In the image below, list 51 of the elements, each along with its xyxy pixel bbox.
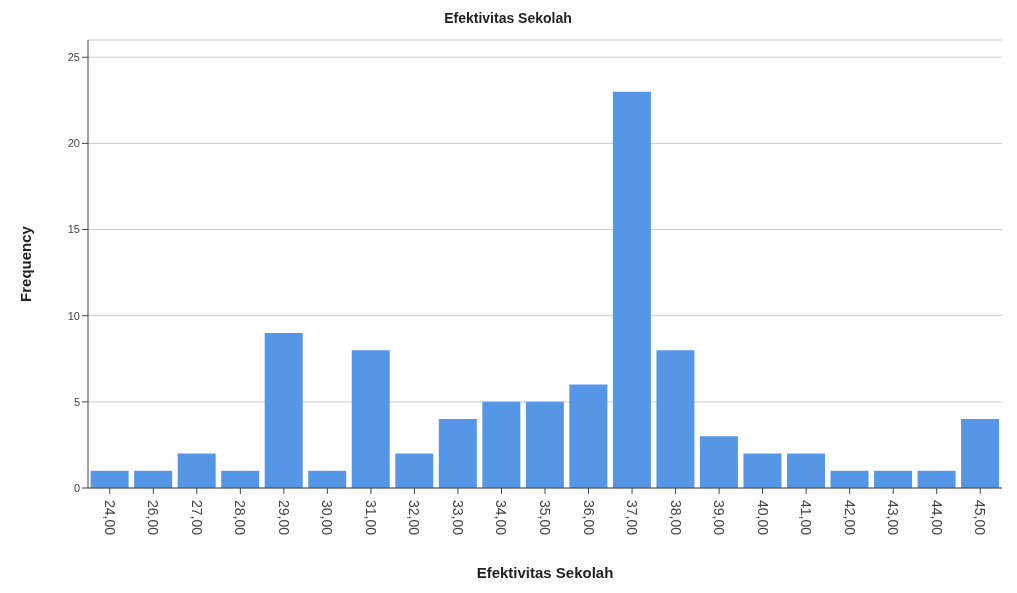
x-tick-label: 44,00 — [928, 500, 945, 536]
bar — [525, 401, 564, 488]
x-tick-label: 34,00 — [493, 500, 510, 536]
bar — [308, 470, 347, 488]
bar — [569, 384, 608, 488]
x-tick-label: 32,00 — [406, 500, 423, 536]
bar — [874, 470, 913, 488]
bar — [90, 470, 129, 488]
bar — [743, 453, 782, 488]
x-tick-label: 37,00 — [624, 500, 641, 536]
x-axis-title: Efektivitas Sekolah — [476, 564, 614, 581]
bar — [656, 350, 695, 488]
x-tick-label: 28,00 — [232, 500, 249, 536]
x-tick-label: 43,00 — [885, 500, 902, 536]
bar — [917, 470, 956, 488]
bar — [699, 436, 738, 488]
x-tick-label: 33,00 — [449, 500, 466, 536]
x-tick-label: 39,00 — [711, 500, 728, 536]
y-axis-title: Frequency — [17, 225, 35, 302]
bar — [961, 419, 1000, 488]
x-tick-label: 41,00 — [798, 500, 815, 536]
bar — [786, 453, 825, 488]
y-tick-label: 0 — [73, 481, 80, 494]
y-tick-label: 15 — [67, 223, 80, 236]
bar — [351, 350, 390, 488]
bar — [438, 419, 477, 488]
x-tick-label: 35,00 — [537, 500, 553, 536]
y-tick-label: 10 — [67, 309, 80, 322]
x-tick-label: 36,00 — [580, 500, 597, 536]
bar — [830, 470, 869, 488]
x-tick-label: 40,00 — [754, 500, 771, 536]
bar — [612, 91, 651, 488]
bar — [264, 332, 303, 488]
x-tick-label: 26,00 — [145, 500, 162, 536]
bar — [177, 453, 216, 488]
y-tick-label: 20 — [67, 137, 80, 150]
x-tick-label: 31,00 — [362, 500, 379, 536]
chart-title: Efektivitas Sekolah — [443, 10, 573, 26]
bar — [395, 453, 434, 488]
x-tick-label: 45,00 — [972, 500, 989, 536]
y-tick-label: 25 — [67, 51, 80, 64]
bar — [134, 470, 173, 488]
x-tick-label: 24,00 — [101, 500, 118, 536]
x-tick-label: 29,00 — [275, 500, 292, 536]
y-tick-label: 5 — [73, 395, 80, 408]
x-tick-label: 30,00 — [319, 500, 336, 536]
x-tick-label: 27,00 — [188, 500, 205, 536]
x-tick-label: 42,00 — [841, 500, 858, 536]
bar — [221, 470, 260, 488]
bar — [482, 401, 521, 488]
x-tick-label: 38,00 — [667, 500, 684, 536]
